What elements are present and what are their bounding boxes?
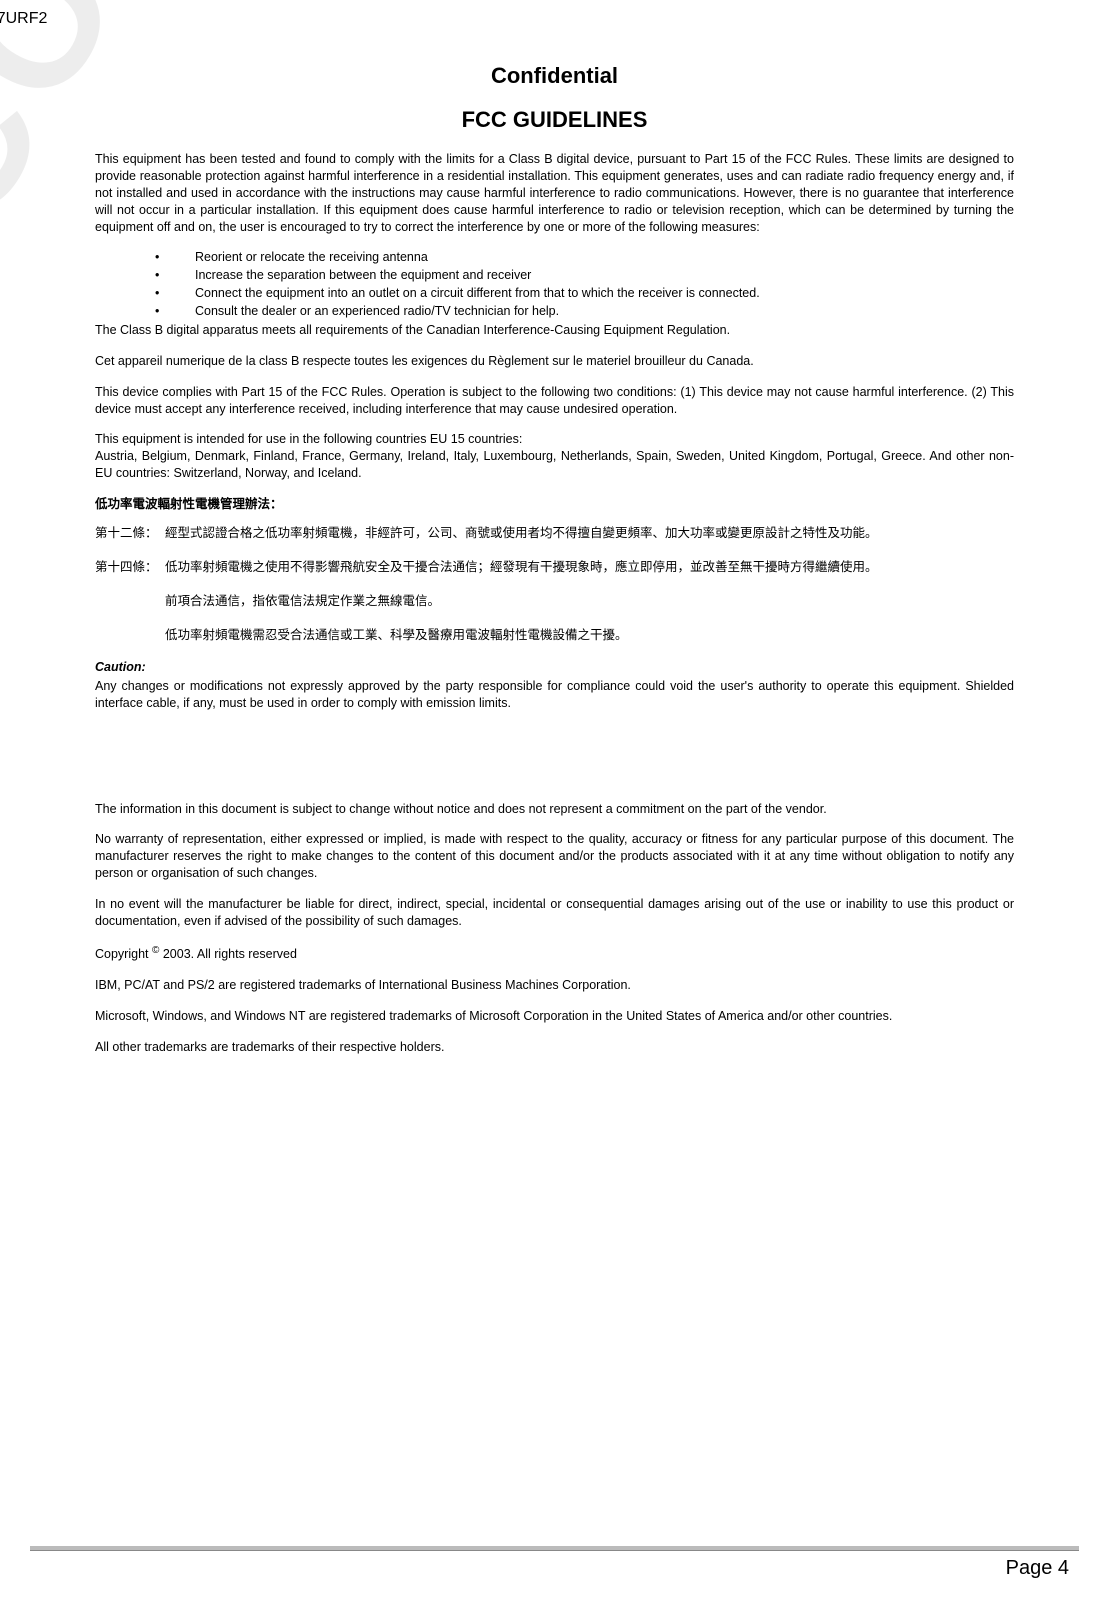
other-trademarks: All other trademarks are trademarks of t… bbox=[95, 1039, 1014, 1056]
ibm-trademark: IBM, PC/AT and PS/2 are registered trade… bbox=[95, 977, 1014, 994]
copyright: Copyright © 2003. All rights reserved bbox=[95, 944, 1014, 963]
article-14: 第十四條： 低功率射頻電機之使用不得影響飛航安全及干擾合法通信；經發現有干擾現象… bbox=[95, 557, 1014, 577]
part15-statement: This device complies with Part 15 of the… bbox=[95, 384, 1014, 418]
info-change: The information in this document is subj… bbox=[95, 801, 1014, 818]
page-number: Page 4 bbox=[0, 1557, 1069, 1580]
copyright-suffix: 2003. All rights reserved bbox=[159, 947, 297, 961]
measures-list: •Reorient or relocate the receiving ante… bbox=[155, 249, 1014, 320]
bullet-text: Connect the equipment into an outlet on … bbox=[195, 285, 760, 302]
document-code: 5187URF2 bbox=[0, 10, 1079, 28]
cjk-heading: 低功率電波輻射性電機管理辦法： bbox=[95, 496, 1014, 513]
document-body: This equipment has been tested and found… bbox=[95, 151, 1014, 1055]
article-12: 第十二條： 經型式認證合格之低功率射頻電機，非經許可，公司、商號或使用者均不得擅… bbox=[95, 523, 1014, 543]
title-main: FCC GUIDELINES bbox=[0, 107, 1109, 133]
footer-divider bbox=[30, 1546, 1079, 1551]
bullet-item: •Connect the equipment into an outlet on… bbox=[155, 285, 1014, 302]
bullet-item: •Consult the dealer or an experienced ra… bbox=[155, 303, 1014, 320]
microsoft-trademark: Microsoft, Windows, and Windows NT are r… bbox=[95, 1008, 1014, 1025]
article-14-sub1: 前項合法通信，指依電信法規定作業之無線電信。 bbox=[165, 591, 1014, 611]
bullet-item: •Increase the separation between the equ… bbox=[155, 267, 1014, 284]
canadian-regulation: The Class B digital apparatus meets all … bbox=[95, 322, 1014, 339]
intro-paragraph: This equipment has been tested and found… bbox=[95, 151, 1014, 235]
bullet-text: Reorient or relocate the receiving anten… bbox=[195, 249, 428, 266]
french-statement: Cet appareil numerique de la class B res… bbox=[95, 353, 1014, 370]
caution-label: Caution: bbox=[95, 659, 1014, 676]
page-footer: Page 4 bbox=[0, 1546, 1109, 1580]
bullet-text: Increase the separation between the equi… bbox=[195, 267, 531, 284]
article-14-body: 低功率射頻電機之使用不得影響飛航安全及干擾合法通信；經發現有干擾現象時，應立即停… bbox=[165, 557, 1014, 577]
bullet-item: •Reorient or relocate the receiving ante… bbox=[155, 249, 1014, 266]
eu-intro: This equipment is intended for use in th… bbox=[95, 431, 1014, 448]
caution-body: Any changes or modifications not express… bbox=[95, 678, 1014, 712]
article-14-label: 第十四條： bbox=[95, 557, 165, 577]
liability: In no event will the manufacturer be lia… bbox=[95, 896, 1014, 930]
article-12-label: 第十二條： bbox=[95, 523, 165, 543]
bullet-text: Consult the dealer or an experienced rad… bbox=[195, 303, 559, 320]
eu-countries: Austria, Belgium, Denmark, Finland, Fran… bbox=[95, 448, 1014, 482]
title-confidential: Confidential bbox=[0, 63, 1109, 89]
copyright-prefix: Copyright bbox=[95, 947, 152, 961]
document-page: CONFIDENTIAL 5187URF2 Confidential FCC G… bbox=[0, 0, 1109, 1600]
article-12-body: 經型式認證合格之低功率射頻電機，非經許可，公司、商號或使用者均不得擅自變更頻率、… bbox=[165, 523, 1014, 543]
warranty: No warranty of representation, either ex… bbox=[95, 831, 1014, 882]
article-14-sub2: 低功率射頻電機需忍受合法通信或工業、科學及醫療用電波輻射性電機設備之干擾。 bbox=[165, 625, 1014, 645]
